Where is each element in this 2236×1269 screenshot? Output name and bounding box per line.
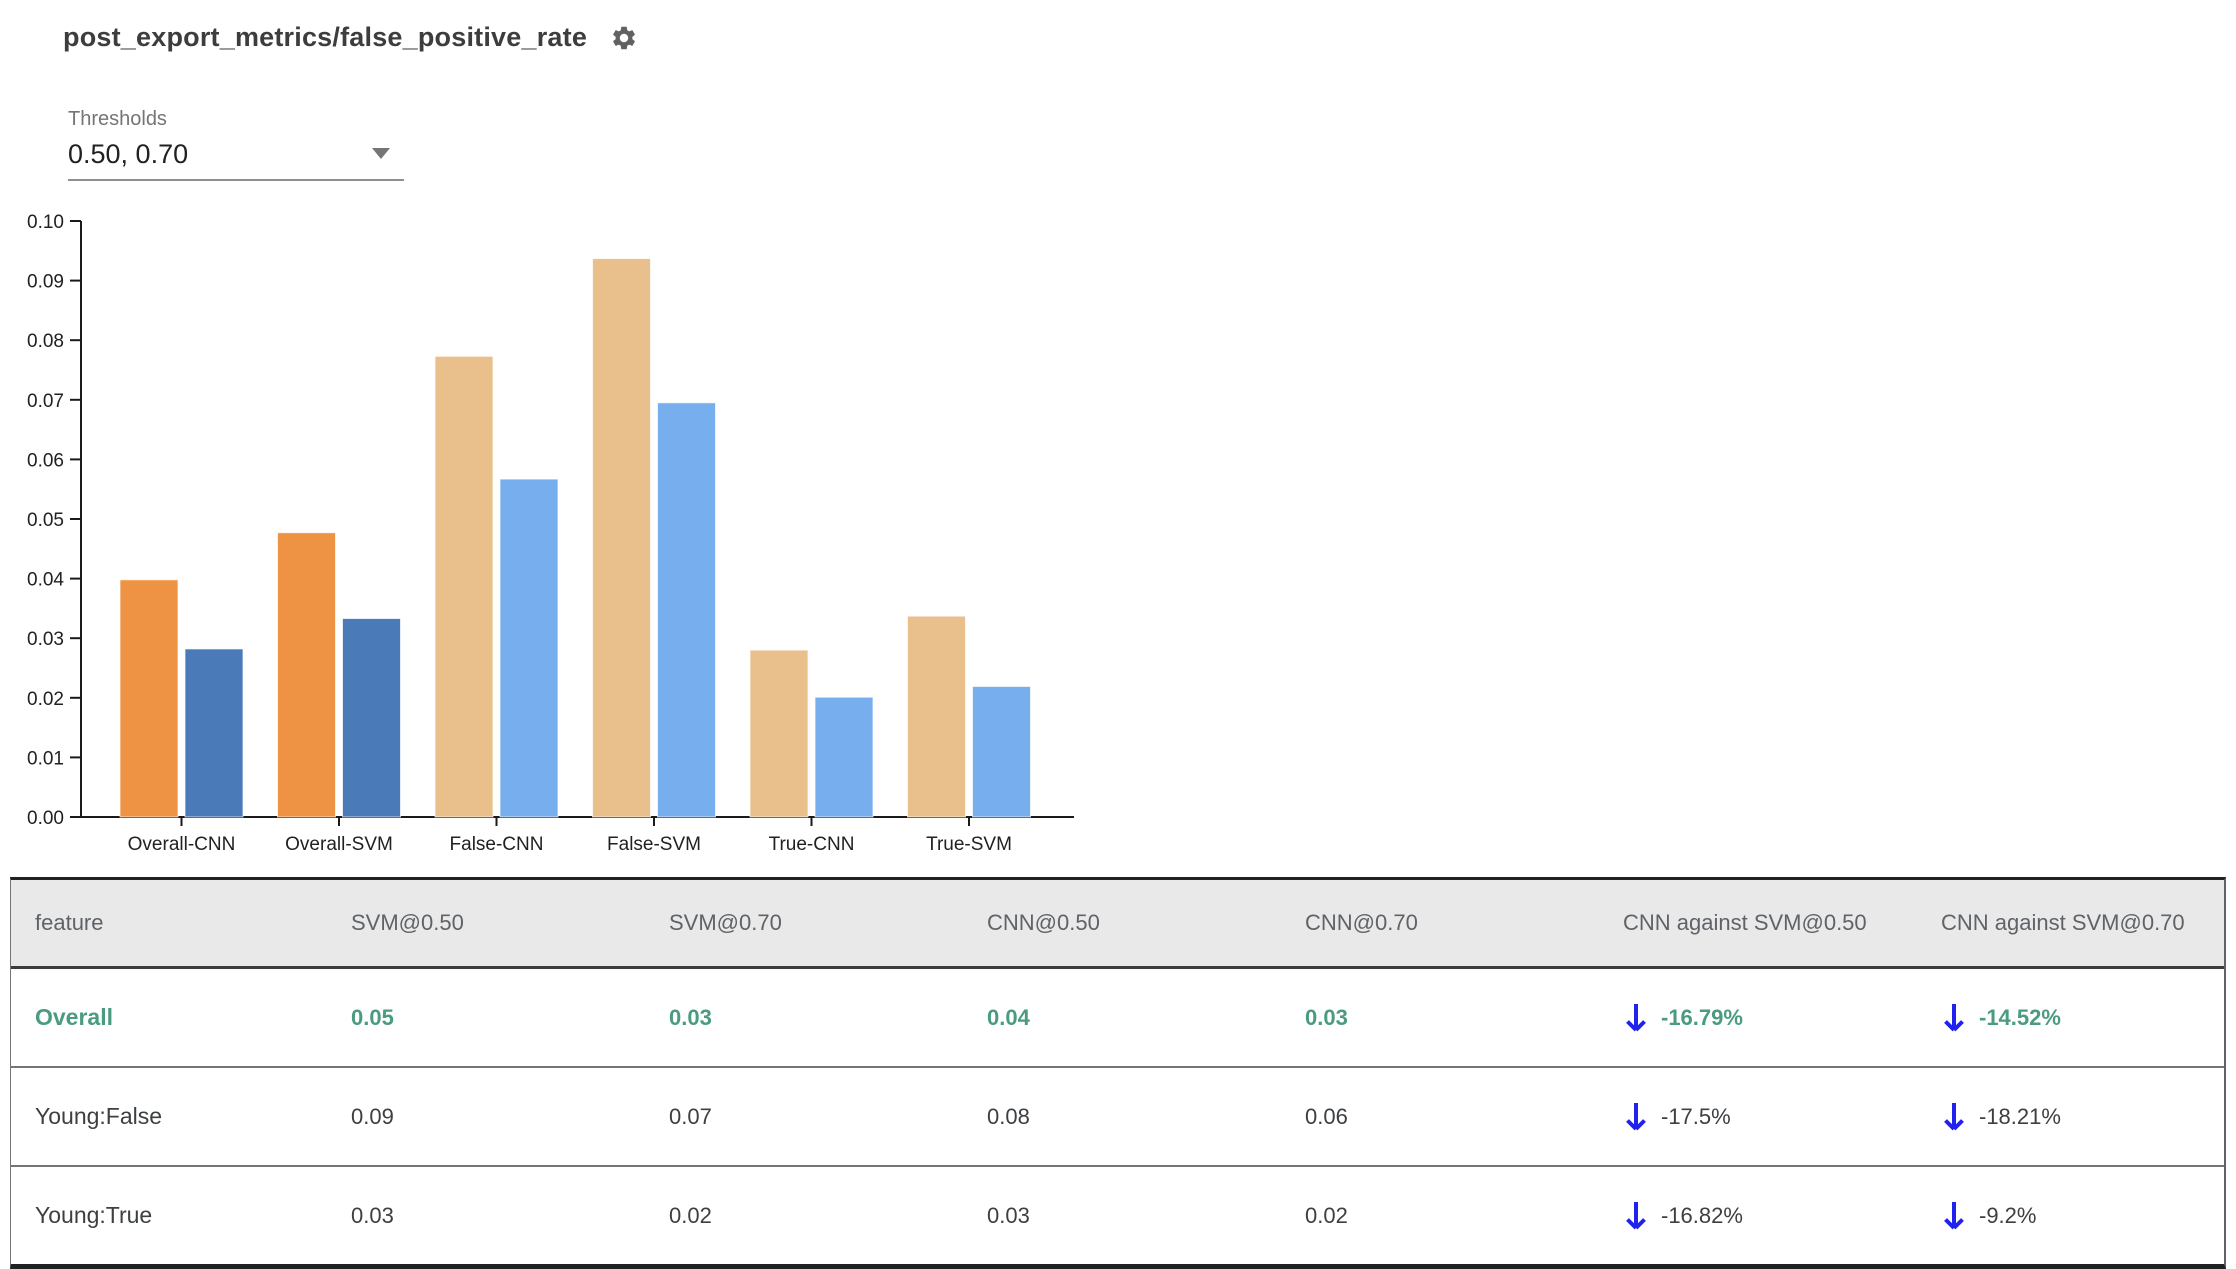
table-row-overall[interactable]: Overall 0.05 0.03 0.04 0.03 -16.79% -14.52% (11, 966, 2224, 1066)
y-tick-label: 0.07 (27, 391, 64, 412)
chart-axes (80, 221, 1074, 818)
bar-Overall-SVM-s0[interactable] (277, 532, 336, 818)
header-cell-6: CNN against SVM@0.70 (1941, 910, 2185, 935)
bar-True-SVM-s1[interactable] (972, 685, 1031, 818)
header-cell-4: CNN@0.70 (1305, 910, 1418, 935)
delta-value: -16.79% (1661, 1004, 1743, 1030)
y-tick-label: 0.00 (27, 808, 64, 829)
value-cell: 0.03 (987, 1202, 1030, 1228)
y-tick-label: 0.02 (27, 689, 64, 710)
x-tick-label: False-CNN (450, 834, 544, 855)
header-cell-1: SVM@0.50 (351, 910, 464, 935)
chevron-down-icon (372, 148, 390, 159)
delta-value: -18.21% (1979, 1103, 2061, 1129)
value-cell: 0.09 (351, 1103, 394, 1129)
arrow-down-icon (1944, 1102, 1964, 1130)
feature-cell: Young:False (35, 1103, 163, 1129)
x-tick-label: Overall-CNN (128, 834, 236, 855)
bar-Overall-SVM-s1[interactable] (342, 618, 401, 818)
delta-value: -14.52% (1979, 1004, 2061, 1030)
arrow-down-icon (1944, 1201, 1964, 1229)
page-title: post_export_metrics/false_positive_rate (63, 22, 588, 52)
table-row-young-false[interactable]: Young:False 0.09 0.07 0.08 0.06 -17.5% -18.21% (11, 1066, 2224, 1165)
settings-button[interactable] (609, 23, 639, 53)
y-tick-label: 0.04 (27, 570, 64, 591)
bar-False-CNN-s1[interactable] (499, 478, 559, 818)
thresholds-select[interactable]: 0.50, 0.70 (68, 139, 404, 181)
bar-True-SVM-s0[interactable] (907, 615, 966, 818)
arrow-down-icon (1944, 1003, 1964, 1031)
bar-Overall-CNN-s1[interactable] (184, 648, 244, 818)
feature-cell: Young:True (35, 1202, 153, 1228)
y-tick-label: 0.05 (27, 510, 64, 531)
x-tick-label: False-SVM (607, 834, 701, 855)
value-cell: 0.04 (987, 1004, 1030, 1030)
value-cell: 0.07 (669, 1103, 712, 1129)
thresholds-control: Thresholds 0.50, 0.70 (68, 108, 404, 181)
y-tick-label: 0.03 (27, 629, 64, 650)
table-row-young-true[interactable]: Young:True 0.03 0.02 0.03 0.02 -16.82% -9.2% (11, 1165, 2224, 1264)
delta-value: -16.82% (1661, 1202, 1743, 1228)
value-cell: 0.05 (351, 1004, 394, 1030)
header-cell-2: SVM@0.70 (669, 910, 782, 935)
header-cell-5: CNN against SVM@0.50 (1623, 910, 1867, 935)
header-cell-0: feature (35, 910, 104, 935)
bar-False-SVM-s0[interactable] (592, 258, 651, 818)
value-cell: 0.03 (1305, 1004, 1348, 1030)
value-cell: 0.03 (351, 1202, 394, 1228)
delta-cell: -14.52% (1917, 1001, 2224, 1035)
x-tick-label: Overall-SVM (285, 834, 393, 855)
bar-Overall-CNN-s0[interactable] (119, 579, 179, 818)
delta-value: -17.5% (1661, 1103, 1731, 1129)
arrow-down-icon (1626, 1003, 1646, 1031)
y-tick-label: 0.06 (27, 450, 64, 471)
bar-False-SVM-s1[interactable] (657, 402, 716, 818)
value-cell: 0.02 (669, 1202, 712, 1228)
header-cell-3: CNN@0.50 (987, 910, 1100, 935)
y-tick-label: 0.10 (27, 212, 64, 233)
y-tick-label: 0.01 (27, 748, 64, 769)
arrow-down-icon (1626, 1102, 1646, 1130)
thresholds-label: Thresholds (68, 108, 167, 130)
metric-header: post_export_metrics/false_positive_rate (63, 22, 639, 53)
value-cell: 0.02 (1305, 1202, 1348, 1228)
y-tick-label: 0.08 (27, 331, 64, 352)
delta-cell: -18.21% (1917, 1100, 2224, 1134)
feature-cell: Overall (35, 1004, 113, 1030)
bar-False-CNN-s0[interactable] (434, 355, 494, 818)
false-positive-rate-bar-chart: 0.00 0.01 0.02 0.03 0.04 0.05 0.06 0.07 0.08 0.09… (0, 200, 1120, 880)
y-tick-label: 0.09 (27, 272, 64, 293)
bar-True-CNN-s1[interactable] (814, 696, 874, 818)
x-tick-label: True-SVM (926, 834, 1012, 855)
settings-gear-icon (610, 24, 638, 52)
delta-cell: -17.5% (1599, 1100, 1917, 1134)
value-cell: 0.06 (1305, 1103, 1348, 1129)
arrow-down-icon (1626, 1201, 1646, 1229)
bar-True-CNN-s0[interactable] (749, 649, 809, 818)
metrics-table: feature SVM@0.50 SVM@0.70 CNN@0.50 CNN@0.70 C… (10, 877, 2226, 1269)
value-cell: 0.08 (987, 1103, 1030, 1129)
delta-cell: -16.79% (1599, 1001, 1917, 1035)
x-tick-label: True-CNN (769, 834, 855, 855)
delta-cell: -16.82% (1599, 1199, 1917, 1233)
value-cell: 0.03 (669, 1004, 712, 1030)
thresholds-value: 0.50, 0.70 (68, 139, 189, 169)
table-header-row: feature SVM@0.50 SVM@0.70 CNN@0.50 CNN@0.70 C… (11, 880, 2224, 966)
delta-value: -9.2% (1979, 1202, 2037, 1228)
bar-chart-svg: 0.00 0.01 0.02 0.03 0.04 0.05 0.06 0.07 0.08 0.09… (27, 212, 1074, 855)
delta-cell: -9.2% (1917, 1199, 2224, 1233)
